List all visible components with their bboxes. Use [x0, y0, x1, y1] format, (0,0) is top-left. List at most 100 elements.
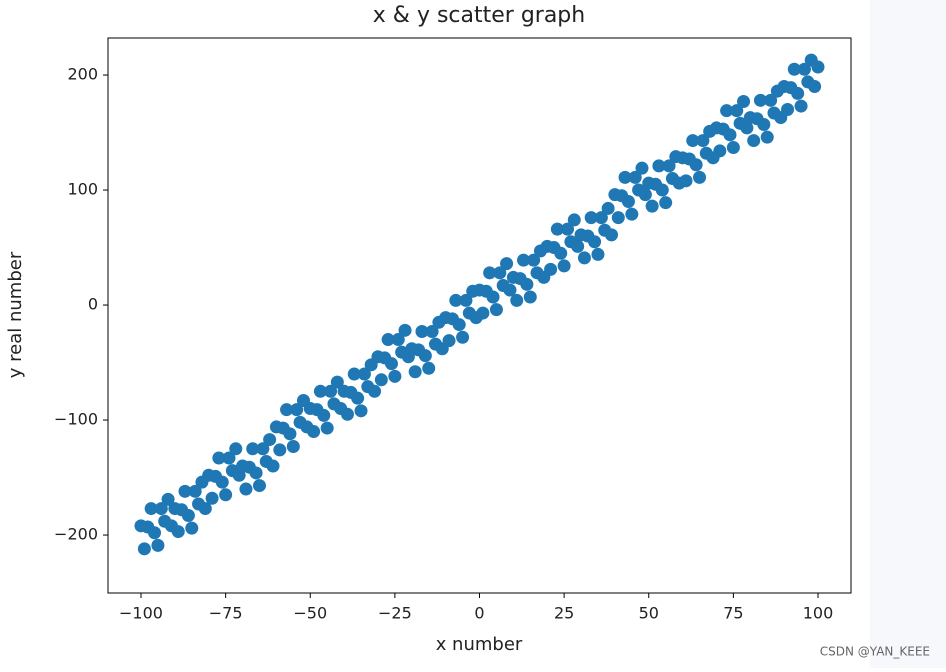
scatter-point — [544, 262, 558, 276]
x-tick-label: 50 — [639, 604, 659, 623]
scatter-point — [760, 130, 774, 144]
scatter-point — [500, 257, 514, 271]
x-axis-label: x number — [436, 634, 523, 655]
scatter-point — [290, 403, 304, 417]
scatter-point — [476, 306, 490, 320]
scatter-point — [144, 502, 158, 516]
scatter-point — [452, 318, 466, 332]
scatter-point — [517, 253, 531, 267]
y-tick-label: 100 — [67, 180, 98, 199]
scatter-point — [655, 183, 669, 197]
scatter-point — [489, 303, 503, 317]
scatter-point — [320, 421, 334, 435]
scatter-point — [625, 207, 639, 221]
scatter-point — [493, 266, 507, 280]
scatter-point — [283, 427, 297, 441]
y-tick-label: 0 — [88, 295, 98, 314]
scatter-point — [198, 502, 212, 516]
scatter-point — [391, 333, 405, 347]
scatter-point — [178, 484, 192, 498]
scatter-point — [425, 324, 439, 338]
scatter-point — [456, 330, 470, 344]
scatter-point — [811, 60, 825, 74]
x-tick-label: −25 — [378, 604, 412, 623]
scatter-point — [628, 170, 642, 184]
scatter-point — [787, 62, 801, 76]
scatter-point — [324, 384, 338, 398]
scatter-point — [219, 488, 233, 502]
scatter-point — [388, 369, 402, 383]
scatter-point — [594, 211, 608, 225]
scatter-point — [781, 103, 795, 117]
scatter-point — [554, 246, 568, 260]
scatter-point — [148, 526, 162, 540]
scatter-point — [797, 62, 811, 76]
scatter-point — [273, 443, 287, 457]
scatter-point — [764, 93, 778, 107]
scatter-point — [696, 134, 710, 148]
scatter-point — [679, 174, 693, 188]
scatter-point — [571, 239, 585, 253]
scatter-point — [503, 283, 517, 297]
scatter-point — [584, 211, 598, 225]
scatter-point — [154, 502, 168, 516]
y-tick-label: −200 — [54, 525, 98, 544]
scatter-point — [137, 542, 151, 556]
x-tick-label: 0 — [474, 604, 484, 623]
scatter-point — [753, 93, 767, 107]
scatter-point — [249, 466, 263, 480]
scatter-point — [185, 521, 199, 535]
x-tick-label: 25 — [554, 604, 574, 623]
y-axis-label: y real number — [5, 251, 26, 378]
scatter-point — [351, 391, 365, 405]
scatter-point — [557, 259, 571, 273]
scatter-point — [188, 484, 202, 498]
scatter-point — [246, 442, 260, 456]
scatter-point — [239, 482, 253, 496]
scatter-point — [171, 525, 185, 539]
scatter-point — [286, 439, 300, 453]
scatter-point — [605, 228, 619, 242]
scatter-point — [212, 451, 226, 465]
scatter-point — [527, 253, 541, 267]
scatter-point — [618, 170, 632, 184]
scatter-point — [280, 403, 294, 417]
scatter-point — [601, 201, 615, 215]
scatter-point — [577, 251, 591, 265]
scatter-point — [408, 365, 422, 379]
scatter-point — [205, 491, 219, 505]
scatter-point — [459, 293, 473, 307]
scatter-point — [645, 199, 659, 213]
scatter-point — [686, 134, 700, 148]
scatter-point — [523, 290, 537, 304]
scatter-point — [737, 94, 751, 108]
y-tick-label: 200 — [67, 65, 98, 84]
scatter-point — [791, 86, 805, 100]
x-tick-label: −75 — [209, 604, 243, 623]
scatter-point — [740, 121, 754, 135]
scatter-point — [418, 349, 432, 363]
x-tick-label: 75 — [723, 604, 743, 623]
scatter-point — [181, 508, 195, 522]
scatter-point — [317, 408, 331, 422]
scatter-point — [307, 425, 321, 439]
scatter-point — [591, 247, 605, 261]
scatter-point — [520, 277, 534, 291]
scatter-point — [550, 222, 564, 236]
scatter-point — [723, 128, 737, 142]
scatter-point — [726, 140, 740, 154]
scatter-point — [662, 159, 676, 173]
scatter-point — [330, 375, 344, 389]
scatter-point — [340, 407, 354, 421]
scatter-point — [720, 104, 734, 118]
scatter-point — [483, 266, 497, 280]
scatter-point — [611, 211, 625, 225]
scatter-point — [161, 492, 175, 506]
scatter-point — [486, 290, 500, 304]
scatter-point — [635, 161, 649, 175]
scatter-point — [588, 235, 602, 249]
scatter-point — [794, 99, 808, 113]
watermark: CSDN @YAN_KEEE — [820, 645, 930, 659]
scatter-point — [347, 367, 361, 381]
